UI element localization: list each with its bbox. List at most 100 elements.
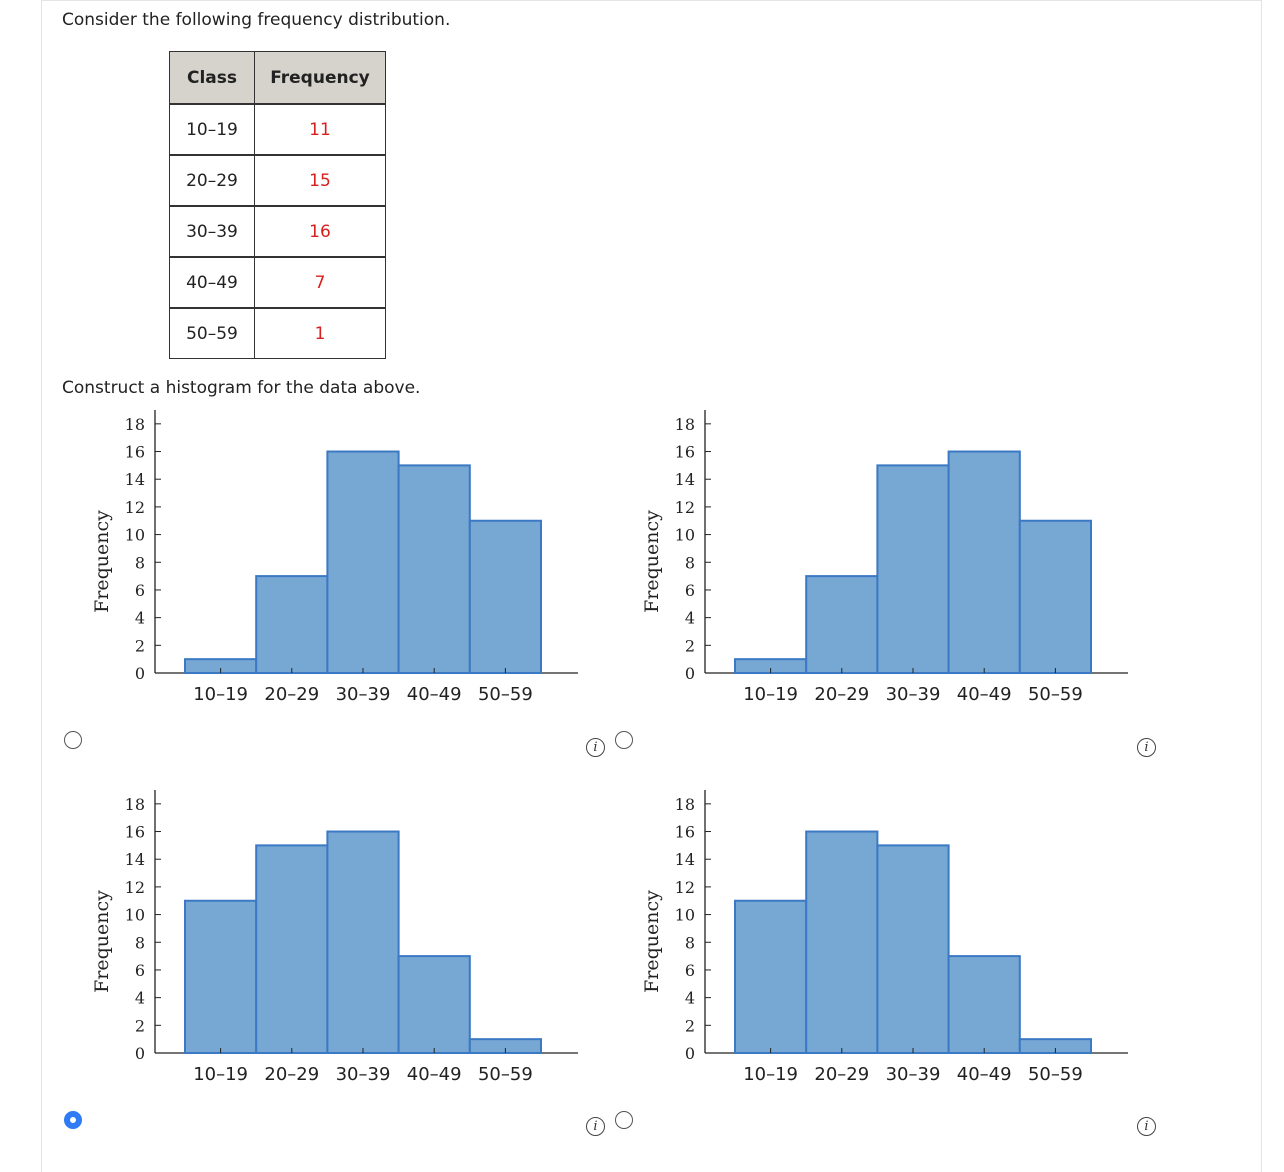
y-tick-label: 2 [135, 636, 145, 655]
frequency-cell: 15 [254, 154, 386, 207]
y-tick-label: 18 [675, 415, 695, 434]
x-tick-label: 10–19 [743, 1064, 798, 1085]
y-tick-label: 16 [675, 443, 695, 462]
info-icon[interactable]: i [1137, 738, 1156, 757]
y-tick-label: 14 [675, 850, 695, 869]
histogram-bar [947, 955, 1021, 1055]
y-tick-label: 14 [675, 470, 695, 489]
y-tick-label: 6 [685, 581, 695, 600]
histogram-bar [397, 955, 471, 1055]
histogram-bar [326, 450, 400, 674]
y-tick-label: 12 [125, 498, 145, 517]
x-tick-label: 40–49 [957, 684, 1012, 705]
x-tick-label: 50–59 [1028, 684, 1083, 705]
table-row: 30–39 16 [169, 205, 386, 258]
y-axis-label: Frequency [641, 510, 663, 613]
y-tick-label: 6 [135, 961, 145, 980]
question-intro: Consider the following frequency distrib… [62, 10, 451, 30]
y-tick-label: 0 [685, 1044, 695, 1063]
x-tick-label: 50–59 [478, 1064, 533, 1085]
header-class: Class [169, 51, 255, 105]
y-tick-label: 8 [685, 553, 695, 572]
y-tick-label: 2 [135, 1016, 145, 1035]
histogram-bar [468, 519, 542, 674]
y-tick-label: 18 [125, 415, 145, 434]
option-a-radio[interactable] [64, 731, 82, 749]
y-tick-label: 8 [685, 933, 695, 952]
class-cell: 20–29 [169, 154, 255, 207]
y-tick-label: 0 [135, 664, 145, 683]
y-tick-label: 12 [125, 878, 145, 897]
histogram-bar [805, 830, 879, 1054]
y-tick-label: 16 [675, 823, 695, 842]
histogram-option-c: 0 2 4 6 8 10 12 14 16 18 Frequency 10–19 20–29 30–39 4… [91, 790, 578, 1085]
x-tick-label: 30–39 [336, 1064, 391, 1085]
frequency-cell: 7 [254, 256, 386, 309]
histogram-bar [326, 830, 400, 1054]
y-tick-label: 0 [685, 664, 695, 683]
x-tick-label: 10–19 [193, 684, 248, 705]
table-header-row: Class Frequency [169, 51, 386, 105]
y-tick-label: 18 [125, 795, 145, 814]
header-frequency: Frequency [254, 51, 386, 105]
info-icon[interactable]: i [586, 738, 605, 757]
x-tick-label: 50–59 [1028, 1064, 1083, 1085]
x-tick-label: 30–39 [886, 1064, 941, 1085]
histogram-bar [255, 575, 329, 675]
histogram-bar [876, 844, 950, 1054]
histogram-bar [255, 844, 329, 1054]
table-row: 50–59 1 [169, 307, 386, 359]
y-tick-label: 14 [125, 850, 145, 869]
info-icon[interactable]: i [586, 1117, 605, 1136]
frequency-cell: 1 [254, 307, 386, 359]
histogram-bar [805, 575, 879, 675]
y-tick-label: 12 [675, 498, 695, 517]
y-tick-label: 10 [125, 906, 145, 925]
histogram-bar [397, 464, 471, 674]
class-cell: 10–19 [169, 103, 255, 156]
x-tick-label: 10–19 [193, 1064, 248, 1085]
x-tick-label: 20–29 [264, 684, 319, 705]
y-tick-label: 4 [135, 989, 145, 1008]
table-row: 10–19 11 [169, 103, 386, 156]
y-tick-label: 10 [125, 526, 145, 545]
y-tick-label: 0 [135, 1044, 145, 1063]
y-tick-label: 16 [125, 823, 145, 842]
table-row: 40–49 7 [169, 256, 386, 309]
y-tick-label: 6 [685, 961, 695, 980]
histogram-bar [184, 899, 258, 1054]
class-cell: 50–59 [169, 307, 255, 359]
x-tick-label: 30–39 [886, 684, 941, 705]
y-tick-label: 10 [675, 526, 695, 545]
x-tick-label: 30–39 [336, 684, 391, 705]
y-tick-label: 14 [125, 470, 145, 489]
y-axis-label: Frequency [91, 890, 113, 993]
histogram-bar [1018, 519, 1092, 674]
histogram-option-d: 0 2 4 6 8 10 12 14 16 18 Frequency 10–19 20–29 30–39 4… [641, 790, 1128, 1085]
y-tick-label: 2 [685, 1016, 695, 1035]
y-tick-label: 12 [675, 878, 695, 897]
question-instruction: Construct a histogram for the data above… [62, 378, 421, 398]
x-tick-label: 20–29 [264, 1064, 319, 1085]
frequency-cell: 16 [254, 205, 386, 258]
histogram-bar [734, 899, 808, 1054]
y-axis-label: Frequency [91, 510, 113, 613]
x-tick-label: 40–49 [407, 1064, 462, 1085]
y-tick-label: 8 [135, 553, 145, 572]
x-tick-label: 40–49 [957, 1064, 1012, 1085]
x-tick-label: 20–29 [814, 684, 869, 705]
y-tick-label: 2 [685, 636, 695, 655]
x-tick-label: 40–49 [407, 684, 462, 705]
x-tick-label: 10–19 [743, 684, 798, 705]
option-c-radio[interactable] [64, 1111, 82, 1129]
y-tick-label: 4 [135, 609, 145, 628]
x-tick-label: 20–29 [814, 1064, 869, 1085]
y-tick-label: 8 [135, 933, 145, 952]
y-tick-label: 6 [135, 581, 145, 600]
table-row: 20–29 15 [169, 154, 386, 207]
histogram-option-b: 0 2 4 6 8 10 12 14 16 18 Frequency 10–19 20–29 30–39 4… [641, 410, 1128, 705]
option-d-radio[interactable] [615, 1111, 633, 1129]
info-icon[interactable]: i [1137, 1117, 1156, 1136]
option-b-radio[interactable] [615, 731, 633, 749]
histogram-bar [876, 464, 950, 674]
